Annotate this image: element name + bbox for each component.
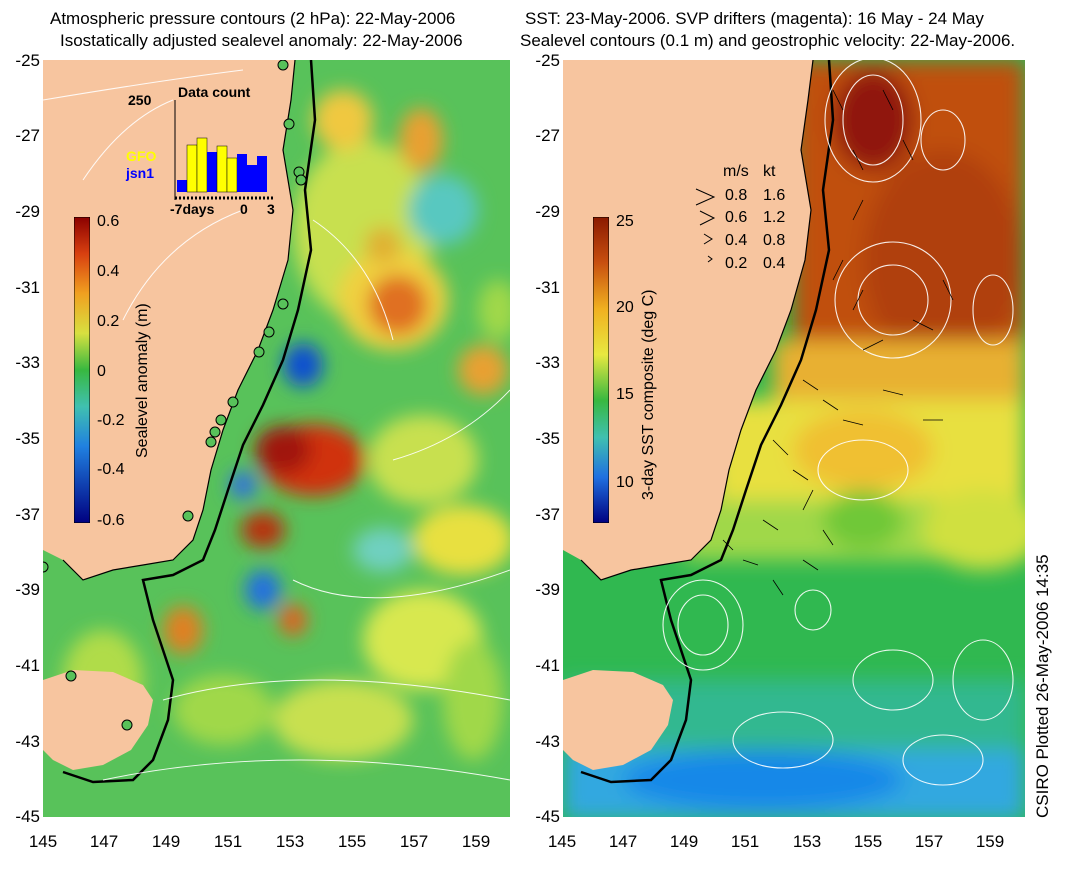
left-x-tick: 145: [28, 832, 58, 851]
inset-x-label-start: -7days: [170, 201, 215, 217]
velocity-legend-header-kt: kt: [763, 163, 776, 180]
right-coastline: [580, 60, 814, 581]
right-x-tick: 157: [914, 832, 944, 851]
left-y-tick: -33: [15, 353, 40, 372]
left-land-tasmania: [43, 670, 153, 770]
right-y-tick: -41: [535, 656, 560, 675]
right-x-tick: 151: [730, 832, 760, 851]
plot-credit: CSIRO Plotted 26-May-2006 14:35: [1033, 554, 1052, 818]
right-x-tick: 147: [608, 832, 638, 851]
right-cbar-tick: 15: [616, 386, 634, 403]
left-y-tick: -43: [15, 732, 40, 751]
left-y-tick: -35: [15, 429, 40, 448]
left-cbar-tick: -0.4: [97, 461, 125, 478]
right-cbar-tick: 10: [616, 474, 634, 491]
right-y-tick: -31: [535, 278, 560, 297]
right-shelf-line: [580, 60, 835, 784]
velocity-legend-ms: 0.4: [725, 232, 748, 249]
right-land-tasmania: [563, 670, 673, 770]
left-cbar-tick: -0.6: [97, 512, 125, 529]
left-shelf-line: [62, 60, 317, 784]
velocity-legend-ms: 0.8: [725, 187, 748, 204]
right-colorbar: [593, 217, 609, 523]
left-y-tick: -31: [15, 278, 40, 297]
right-x-tick: 149: [669, 832, 699, 851]
left-x-tick: 149: [151, 832, 181, 851]
left-title-line1: Atmospheric pressure contours (2 hPa): 2…: [50, 9, 456, 28]
inset-ymax: 250: [128, 92, 152, 108]
left-x-tick: 151: [213, 832, 243, 851]
right-title-line1: SST: 23-May-2006. SVP drifters (magenta)…: [525, 9, 984, 28]
right-velocity-arrows: [722, 89, 954, 596]
left-map: [43, 60, 510, 817]
left-x-tick: 157: [399, 832, 429, 851]
left-cbar-tick: 0: [97, 363, 106, 380]
velocity-legend-arrows: [695, 188, 716, 263]
right-x-tick: 155: [853, 832, 883, 851]
data-count-inset: [174, 100, 273, 200]
left-y-tick: -45: [15, 807, 40, 826]
velocity-legend-ms: 0.2: [725, 255, 748, 272]
left-coastline: [62, 60, 296, 581]
right-y-tick: -39: [535, 580, 560, 599]
left-y-tick: -39: [15, 580, 40, 599]
velocity-legend-kt: 1.6: [763, 187, 786, 204]
left-colorbar: [74, 217, 90, 523]
right-sealevel-contours: [662, 60, 1014, 786]
left-y-tick: -37: [15, 505, 40, 524]
right-y-tick: -25: [535, 51, 560, 70]
inset-sat2: jsn1: [126, 165, 155, 181]
right-x-tick: 159: [975, 832, 1005, 851]
right-y-tick: -43: [535, 732, 560, 751]
left-cbar-tick: 0.2: [97, 313, 120, 330]
right-x-tick: 145: [547, 832, 577, 851]
right-land-mainland: [563, 60, 813, 580]
velocity-legend-header-ms: m/s: [723, 163, 749, 180]
left-cbar-label: Sealevel anomaly (m): [134, 303, 151, 458]
right-y-tick: -33: [535, 353, 560, 372]
velocity-legend-ms: 0.6: [725, 209, 748, 226]
right-title-line2: Sealevel contours (0.1 m) and geostrophi…: [520, 31, 1016, 50]
left-x-tick: 153: [275, 832, 305, 851]
right-sst-field: [563, 60, 1025, 817]
velocity-legend-kt: 0.8: [763, 232, 786, 249]
tide-gauges: [43, 60, 307, 731]
right-x-tick: 153: [792, 832, 822, 851]
right-cbar-tick: 20: [616, 299, 634, 316]
left-anomaly-field: [63, 90, 510, 760]
left-y-tick: -27: [15, 126, 40, 145]
left-y-tick: -25: [15, 51, 40, 70]
left-x-tick: 159: [461, 832, 491, 851]
right-cbar-tick: 25: [616, 213, 634, 230]
inset-sat1: GFO: [126, 148, 157, 164]
left-y-tick: -41: [15, 656, 40, 675]
right-y-tick: -27: [535, 126, 560, 145]
left-cbar-tick: 0.4: [97, 263, 120, 280]
inset-title: Data count: [178, 84, 251, 100]
inset-bars: [177, 137, 267, 193]
right-y-tick: -29: [535, 202, 560, 221]
right-cbar-label: 3-day SST composite (deg C): [640, 289, 657, 500]
left-title-line2: Isostatically adjusted sealevel anomaly:…: [60, 31, 463, 50]
left-y-tick: -29: [15, 202, 40, 221]
left-cbar-tick: -0.2: [97, 412, 125, 429]
right-y-tick: -37: [535, 505, 560, 524]
right-y-tick: -45: [535, 807, 560, 826]
left-pressure-contours: [43, 69, 510, 781]
inset-x-label-zero: 0: [240, 201, 248, 217]
left-x-tick: 155: [337, 832, 367, 851]
velocity-legend-kt: 0.4: [763, 255, 786, 272]
left-cbar-tick: 0.6: [97, 213, 120, 230]
left-x-tick: 147: [89, 832, 119, 851]
right-y-tick: -35: [535, 429, 560, 448]
inset-x-label-end: 3: [267, 201, 275, 217]
velocity-legend-kt: 1.2: [763, 209, 786, 226]
right-map: [563, 60, 1025, 817]
